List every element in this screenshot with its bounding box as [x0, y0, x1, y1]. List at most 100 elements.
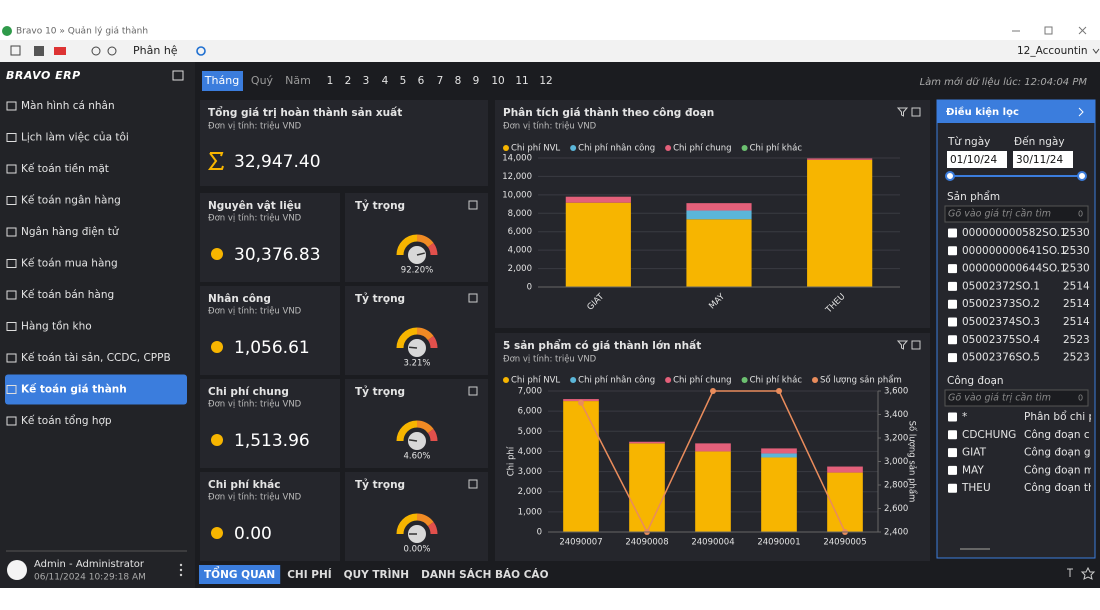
menu-item[interactable]: Lịch làm việc của tôi [21, 132, 129, 144]
menu-item[interactable]: Kế toán giá thành [21, 383, 127, 396]
checkbox[interactable] [948, 412, 957, 422]
toolbar-icons[interactable] [10, 45, 1100, 56]
expand-icon[interactable] [468, 386, 478, 396]
checkbox[interactable] [948, 317, 957, 327]
gauge-band [396, 327, 418, 349]
menu-item[interactable]: Kế toán tiền mặt [21, 163, 109, 175]
menu-item[interactable]: Ngân hàng điện tử [21, 226, 120, 238]
checkbox[interactable] [948, 264, 957, 274]
bottom-tab[interactable]: QUY TRÌNH [344, 568, 409, 581]
active-tab[interactable] [202, 71, 243, 91]
window-title: Bravo 10 » Quản lý giá thành [16, 26, 148, 37]
chart-title: 5 sản phẩm có giá thành lớn nhất [503, 339, 701, 352]
checkbox[interactable] [948, 335, 957, 345]
card-title: Nhân công [208, 293, 271, 305]
menu-item[interactable]: Kế toán tài sản, CCDC, CPPB [21, 352, 171, 364]
filter-icon[interactable] [896, 107, 909, 117]
search-placeholder[interactable]: Gõ vào giá trị cần tìm [948, 393, 1051, 404]
search-placeholder[interactable]: Gõ vào giá trị cần tìm [948, 209, 1051, 220]
expand-icon[interactable] [911, 107, 921, 117]
legend-label: Chi phí NVL [511, 376, 560, 386]
gauge-band [427, 242, 438, 256]
checkbox[interactable] [948, 465, 957, 475]
bar [827, 466, 863, 473]
month[interactable]: 5 [400, 75, 407, 87]
legend-label: Chi phí nhân công [578, 143, 655, 154]
total-card [200, 100, 488, 186]
month[interactable]: 11 [515, 75, 528, 87]
bottom-tab[interactable]: CHI PHÍ [287, 568, 332, 581]
month[interactable]: 2 [345, 75, 352, 87]
date-value[interactable]: 01/10/24 [950, 154, 997, 166]
month[interactable]: 4 [382, 75, 389, 87]
month[interactable]: 7 [437, 75, 444, 87]
collapse-button[interactable] [172, 70, 184, 81]
month[interactable]: 8 [455, 75, 462, 87]
ratio-label: 92.20% [401, 266, 433, 276]
menu-icon [6, 101, 17, 111]
checkbox[interactable] [948, 281, 957, 291]
checkbox[interactable] [948, 246, 957, 256]
period-tab[interactable]: Quý [251, 74, 274, 87]
filter-title[interactable]: Điều kiện lọc [946, 105, 1019, 118]
bottom-tab[interactable]: DANH SÁCH BÁO CÁO [421, 568, 548, 581]
expand-icon[interactable] [468, 293, 478, 303]
bar [629, 441, 665, 444]
line-point [776, 388, 782, 394]
menu-item[interactable]: Kế toán ngân hàng [21, 195, 121, 207]
cost-card [200, 379, 340, 468]
active-item[interactable] [5, 374, 187, 405]
month[interactable]: 6 [418, 75, 425, 87]
search-box[interactable] [944, 205, 1089, 223]
bar [565, 202, 631, 287]
period-tab[interactable]: Tháng [204, 74, 239, 87]
chevron [1078, 107, 1084, 117]
product-name: 2514 [1063, 316, 1090, 328]
module-menu[interactable]: Phân hệ [133, 44, 178, 57]
expand-icon[interactable] [468, 200, 478, 210]
slider-handle[interactable] [1077, 171, 1087, 181]
date-value[interactable]: 30/11/24 [1016, 154, 1063, 166]
date-input[interactable] [1013, 151, 1073, 168]
menu-item[interactable]: Hàng tồn kho [21, 321, 92, 333]
y-axis-title: Chi phí [507, 446, 517, 476]
month[interactable]: 12 [539, 75, 552, 87]
window-controls[interactable] [1012, 26, 1087, 35]
period-tab[interactable]: Năm [285, 74, 311, 87]
menu-item[interactable]: Kế toán bán hàng [21, 289, 114, 301]
menu-item[interactable]: Kế toán mua hàng [21, 258, 118, 270]
account[interactable]: 12_Accountin [1017, 45, 1088, 57]
month[interactable]: 3 [363, 75, 370, 87]
date-input[interactable] [947, 151, 1007, 168]
expand-icon[interactable] [911, 340, 921, 350]
y2-tick-label: 3,000 [884, 457, 908, 467]
month[interactable]: 1 [327, 75, 334, 87]
menu-item[interactable]: Kế toán tổng hợp [21, 414, 112, 427]
slider-handle[interactable] [945, 171, 955, 181]
checkbox[interactable] [948, 353, 957, 363]
filter-header[interactable] [937, 100, 1095, 123]
chart-subtitle: Đơn vị tính: triệu VND [503, 354, 597, 365]
expand-icon[interactable] [468, 479, 478, 489]
bottom-icons[interactable] [1067, 566, 1096, 580]
checkbox[interactable] [948, 448, 957, 458]
legend-label: Chi phí chung [673, 376, 731, 386]
y-tick-label: 5,000 [518, 427, 542, 437]
menu-item[interactable]: Màn hình cá nhân [21, 100, 115, 112]
checkbox[interactable] [948, 483, 957, 493]
legend-swatch [503, 377, 509, 383]
search-box[interactable] [944, 389, 1089, 407]
month[interactable]: 9 [473, 75, 480, 87]
bottom-tab[interactable]: TỔNG QUAN [204, 566, 275, 581]
user-menu[interactable] [179, 563, 183, 577]
menu-icon [6, 133, 17, 142]
filter-icon[interactable] [896, 340, 909, 350]
active-tab[interactable] [199, 565, 281, 584]
month[interactable]: 10 [491, 75, 504, 87]
checkbox[interactable] [948, 228, 957, 238]
checkbox[interactable] [948, 430, 957, 440]
label: Từ ngày [947, 136, 990, 148]
checkbox[interactable] [948, 299, 957, 309]
menu-icon [6, 196, 17, 205]
y-tick-label: 8,000 [508, 209, 532, 219]
